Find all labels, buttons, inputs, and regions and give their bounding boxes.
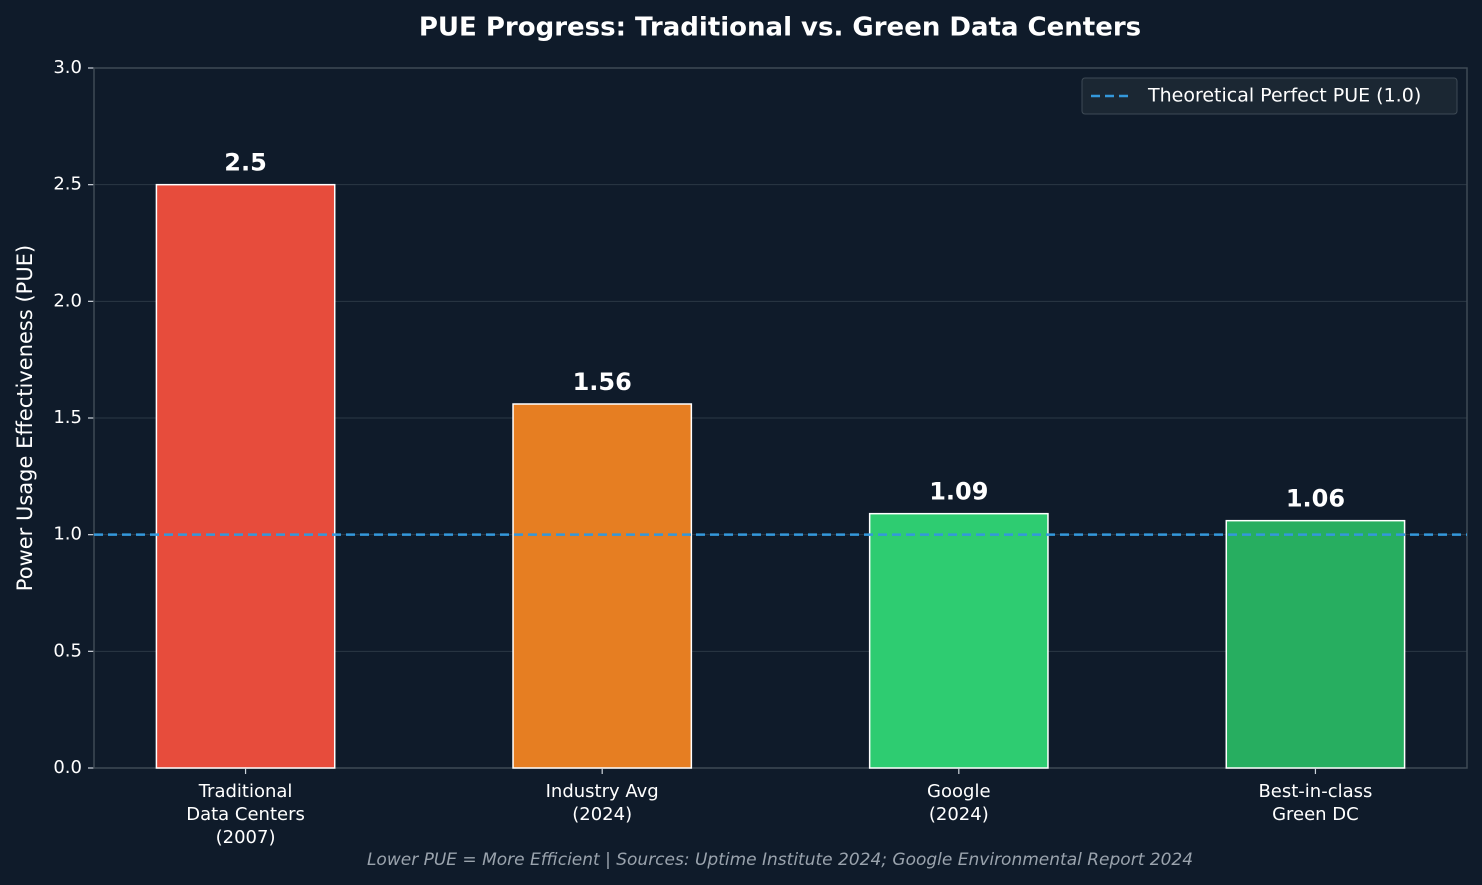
bar: [1225, 519, 1406, 769]
value-label: 2.5: [224, 149, 267, 177]
x-tick-label: Best-in-class Green DC: [1258, 781, 1373, 825]
x-tick-label: Industry Avg (2024): [545, 781, 659, 825]
y-tick-label: 0.0: [53, 757, 82, 778]
value-label: 1.09: [929, 478, 988, 506]
legend: Theoretical Perfect PUE (1.0): [1081, 77, 1458, 115]
value-label: 1.06: [1286, 485, 1345, 513]
bar: [155, 183, 336, 769]
y-tick-label: 2.0: [53, 290, 82, 311]
y-tick-label: 2.5: [53, 174, 82, 195]
footnote: Lower PUE = More Efficient | Sources: Up…: [367, 850, 1193, 870]
x-tick-label: Traditional Data Centers (2007): [186, 781, 305, 848]
legend-label: Theoretical Perfect PUE (1.0): [1147, 85, 1421, 107]
y-tick-label: 0.5: [53, 640, 82, 661]
value-label: 1.56: [573, 368, 632, 396]
x-tick-label: Google (2024): [927, 781, 991, 825]
y-tick-label: 3.0: [53, 57, 82, 78]
y-axis-label: Power Usage Effectiveness (PUE): [13, 245, 37, 591]
y-tick-label: 1.5: [53, 407, 82, 428]
bar: [512, 403, 693, 769]
y-tick-label: 1.0: [53, 524, 82, 545]
legend-box: [1081, 77, 1458, 115]
bar: [868, 512, 1049, 769]
plot-frame: [93, 67, 1468, 769]
chart-title: PUE Progress: Traditional vs. Green Data…: [419, 13, 1141, 43]
